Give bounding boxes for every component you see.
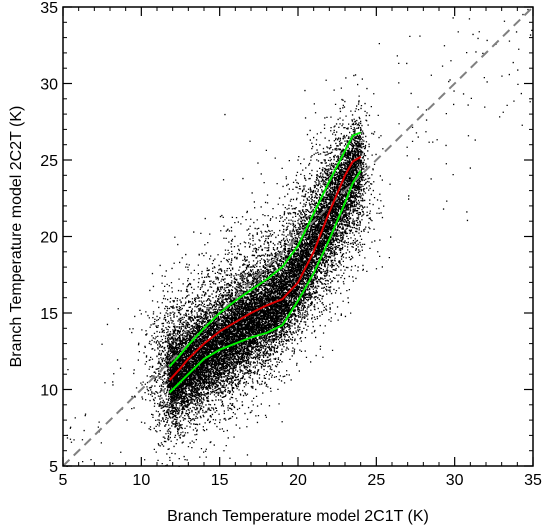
- y-tick-label: 25: [40, 153, 58, 170]
- y-tick-label: 15: [40, 306, 58, 323]
- x-tick-label: 20: [289, 472, 307, 489]
- y-tick-label: 10: [40, 383, 58, 400]
- x-tick-label: 5: [59, 472, 68, 489]
- y-tick-label: 35: [40, 0, 58, 17]
- y-tick-label: 5: [49, 459, 58, 476]
- scatter-points: [66, 8, 533, 468]
- percentile-lines: [168, 131, 362, 394]
- percentile-line-1: [168, 131, 362, 368]
- y-tick-label: 30: [40, 77, 58, 94]
- y-tick-label: 20: [40, 230, 58, 247]
- x-tick-label: 35: [524, 472, 542, 489]
- x-axis-ticks: 5 10 15 20 25 30 35: [59, 7, 542, 489]
- percentile-line-3: [168, 170, 362, 394]
- x-axis-label: Branch Temperature model 2C1T (K): [167, 508, 429, 525]
- x-tick-label: 25: [367, 472, 385, 489]
- scatter-point-cloud: [66, 8, 533, 468]
- y-axis-label: Branch Temperature model 2C2T (K): [8, 106, 25, 368]
- x-tick-label: 10: [132, 472, 150, 489]
- percentile-line-2: [168, 156, 362, 381]
- y-axis-ticks: 5 10 15 20 25 30 35: [40, 0, 533, 476]
- x-tick-label: 30: [446, 472, 464, 489]
- reference-diagonal-line: [62, 6, 534, 467]
- x-tick-label: 15: [211, 472, 229, 489]
